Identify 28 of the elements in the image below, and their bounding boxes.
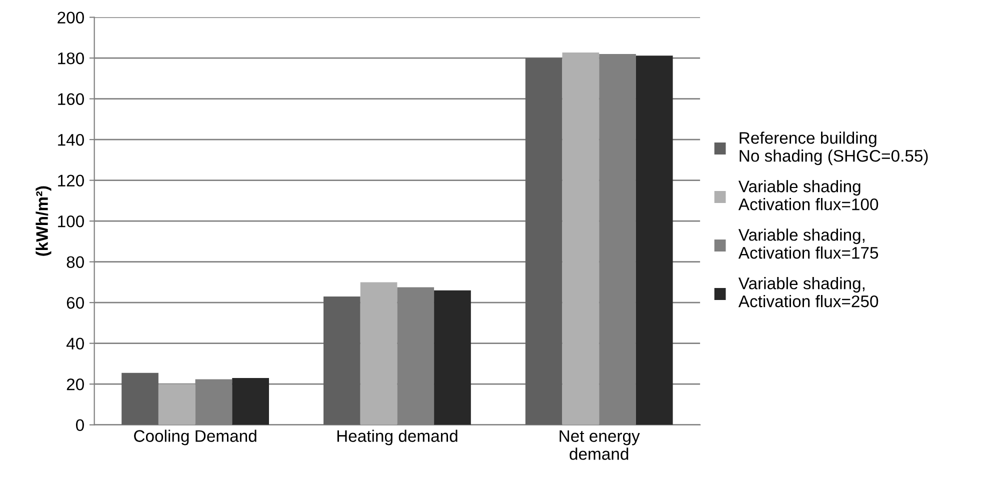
bar [232,378,269,425]
bar [324,296,360,425]
y-tick-label: 60 [66,296,84,309]
y-tick-label: 200 [58,12,84,24]
y-tick-label: 140 [58,134,84,146]
bar [158,384,196,425]
y-tick-label: 0 [76,419,84,432]
y-tick-label: 100 [58,215,84,228]
legend-label: Variable shading, Activation flux=175 [738,228,878,259]
bar [434,290,471,425]
x-tick-label: Heating demand [337,430,458,446]
legend-label: Variable shading Activation flux=100 [738,180,878,210]
y-tick-label: 120 [58,174,84,187]
y-axis-title: (kWh/m²) [36,186,52,256]
y-tick-label: 20 [66,378,84,390]
bar [636,56,673,425]
bar [360,282,398,425]
y-tick-label: 160 [58,93,84,106]
x-tick-label: Net energy demand [560,430,640,460]
bar [562,52,600,425]
legend-label: Variable shading, Activation flux=250 [738,277,878,308]
legend-label: Reference building No shading (SHGC=0.55) [740,132,928,166]
y-tick-label: 40 [66,338,84,350]
bar [525,58,562,425]
y-tick-label: 80 [66,256,84,268]
bar [122,372,158,425]
x-tick-label: Cooling Demand [134,430,256,446]
y-tick-label: 180 [58,52,84,64]
